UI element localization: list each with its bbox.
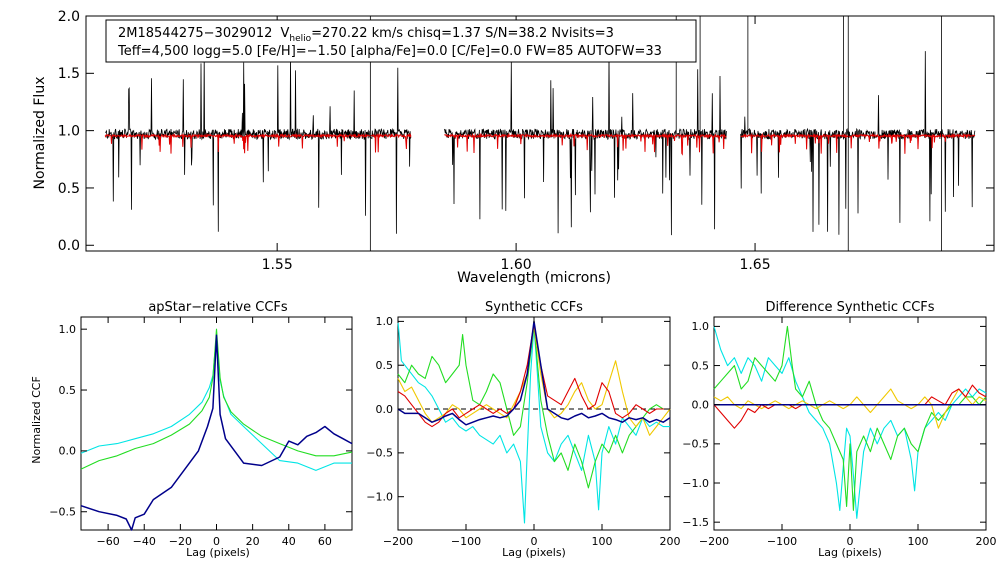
difference-xtick-label: −100 — [767, 535, 797, 548]
apstar-ytick-label: −0.5 — [49, 506, 76, 519]
spectrum-ytick-label: 1.5 — [58, 66, 80, 82]
spectrum-model-chip-3 — [740, 132, 976, 154]
difference-ytick-label: −1.5 — [682, 516, 709, 529]
synthetic-series — [397, 320, 671, 524]
spectrum-panel: 1.55 1.60 1.65 0.0 0.5 1.0 1.5 2.0 Wavelength (… — [32, 9, 995, 286]
spectrum-observed-chip-1 — [104, 55, 412, 234]
synthetic-frame — [397, 316, 671, 531]
difference-title: Difference Synthetic CCFs — [765, 300, 934, 315]
annotation-v: V — [280, 26, 289, 41]
synthetic-title: Synthetic CCFs — [485, 300, 583, 315]
apstar-ytick-label: 1.0 — [59, 323, 77, 336]
apstar-series-visit-1 — [80, 334, 352, 471]
difference-xtick-label: 100 — [908, 535, 929, 548]
spectrum-ytick-label: 0.0 — [58, 238, 80, 254]
spectrum-xtick-label: 1.55 — [262, 257, 293, 273]
apstar-series-visit-2 — [80, 328, 353, 470]
apstar-title: apStar−relative CCFs — [148, 300, 288, 315]
annotation-star: 2M18544275−3029012 — [118, 26, 272, 41]
difference-series-red — [713, 384, 987, 429]
synthetic-xtick-label: −100 — [451, 535, 481, 548]
synthetic-xtick-label: 100 — [592, 535, 613, 548]
synthetic-series-red — [397, 323, 670, 428]
synthetic-ytick-label: −1.0 — [366, 491, 393, 504]
difference-xtick-label: 200 — [976, 535, 997, 548]
synthetic-series-green — [397, 325, 670, 489]
apstar-ytick-label: 0.5 — [59, 384, 77, 397]
apstar-xtick-label: −60 — [96, 535, 119, 548]
spectrum-observed-chip-2 — [444, 49, 727, 236]
difference-series-cyan — [713, 326, 987, 519]
synthetic-xlabel: Lag (pixels) — [502, 546, 566, 559]
spectrum-frame — [85, 15, 995, 252]
difference-ytick-label: −0.5 — [682, 438, 709, 451]
synthetic-xtick-label: 0 — [531, 535, 538, 548]
apstar-xtick-label: −40 — [133, 535, 156, 548]
difference-xtick-label: 0 — [847, 535, 854, 548]
apstar-ticks: −60 −40 −20 0 20 40 60 −0.5 0.0 0.5 1.0 — [49, 317, 352, 548]
apstar-ylabel: Normalized CCF — [30, 376, 43, 464]
apstar-ccf-panel: apStar−relative CCFs −60 −40 −20 0 20 40 60 −0.… — [30, 300, 353, 559]
apstar-xtick-label: 40 — [282, 535, 296, 548]
annotation-rest: =270.22 km/s chisq=1.37 S/N=38.2 Nvisits… — [311, 26, 614, 41]
spectrum-xtick-label: 1.65 — [739, 257, 770, 273]
difference-frame — [713, 316, 987, 531]
difference-series-green — [713, 325, 987, 511]
annotation-line1: 2M18544275−3029012 Vhelio=270.22 km/s chi… — [118, 26, 614, 44]
apstar-xtick-label: 60 — [318, 535, 332, 548]
difference-ticks: −200 −100 0 100 200 −1.5 −1.0 −0.5 0.0 0.5 1.0 — [682, 317, 997, 548]
annotation-sub: helio — [289, 34, 311, 44]
annotation-box — [105, 19, 697, 63]
apstar-ytick-label: 0.0 — [59, 445, 77, 458]
synthetic-xtick-label: −200 — [383, 535, 413, 548]
synthetic-ytick-label: −0.5 — [366, 447, 393, 460]
spectrum-ytick-label: 1.0 — [58, 124, 80, 140]
spectrum-annotation: 2M18544275−3029012 Vhelio=270.22 km/s chi… — [105, 19, 697, 63]
synthetic-ccf-panel: Synthetic CCFs −200 −100 0 100 200 −1.0 −0.5 0.… — [366, 300, 680, 559]
apstar-xtick-label: −20 — [169, 535, 192, 548]
difference-ytick-label: 1.0 — [692, 320, 710, 333]
spectrum-xtick-label: 1.60 — [501, 257, 532, 273]
apstar-series-visit-3 — [80, 334, 353, 531]
apstar-xtick-label: 0 — [213, 535, 220, 548]
spectrum-ytick-label: 0.5 — [58, 181, 80, 197]
difference-xlabel: Lag (pixels) — [818, 546, 882, 559]
spectrum-model-chip-2 — [444, 132, 727, 156]
synthetic-ytick-label: 0.5 — [376, 359, 394, 372]
spectrum-model-chip-1 — [104, 132, 412, 154]
difference-xtick-label: −200 — [699, 535, 729, 548]
spectrum-ylabel: Normalized Flux — [32, 77, 48, 190]
annotation-line2: Teff=4,500 logg=5.0 [Fe/H]=−1.50 [alpha/… — [117, 44, 662, 59]
apstar-xtick-label: 20 — [246, 535, 260, 548]
apstar-xlabel: Lag (pixels) — [186, 546, 250, 559]
difference-ytick-label: −1.0 — [682, 477, 709, 490]
spectrum-observed-chip-3 — [740, 51, 976, 235]
difference-ytick-label: 0.5 — [692, 359, 710, 372]
difference-series-yellow — [713, 388, 987, 429]
synthetic-ytick-label: 1.0 — [376, 315, 394, 328]
synthetic-ytick-label: 0.0 — [376, 403, 394, 416]
synthetic-ticks: −200 −100 0 100 200 −1.0 −0.5 0.0 0.5 1.0 — [366, 315, 680, 548]
spectrum-xlabel: Wavelength (microns) — [457, 270, 611, 286]
difference-series — [713, 325, 987, 519]
difference-ccf-panel: Difference Synthetic CCFs −200 −100 0 100 20… — [682, 300, 996, 559]
difference-ytick-label: 0.0 — [692, 399, 710, 412]
spectrum-series — [104, 16, 976, 251]
apstar-series — [80, 328, 353, 531]
synthetic-xtick-label: 200 — [660, 535, 681, 548]
spectrum-ytick-label: 2.0 — [58, 9, 80, 25]
